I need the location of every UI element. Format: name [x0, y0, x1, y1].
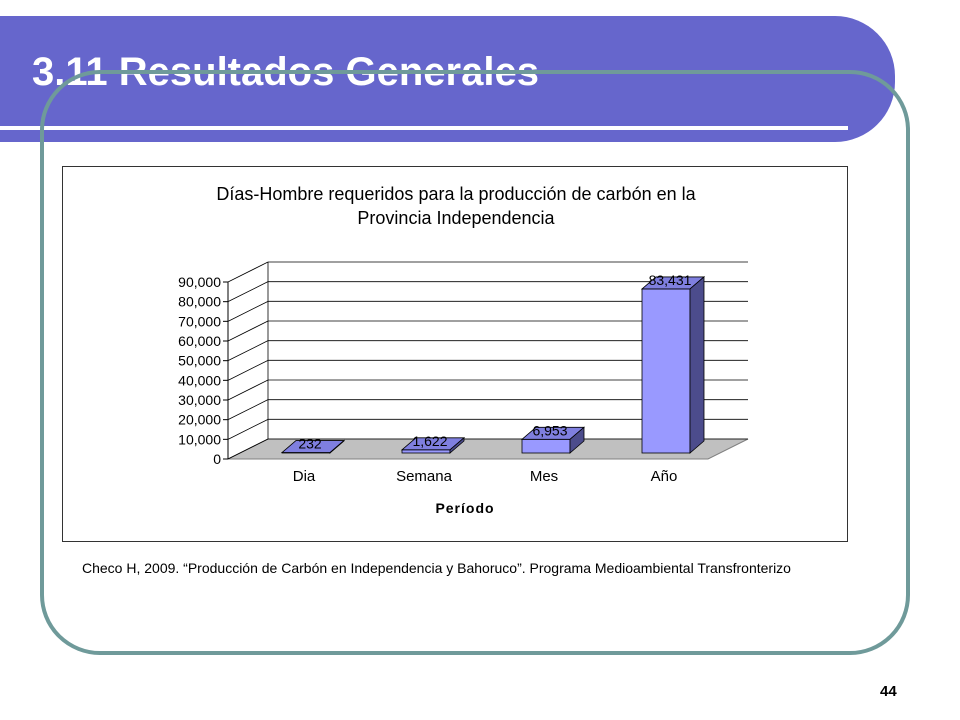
gridline-depth — [227, 320, 269, 342]
gridline-depth — [227, 261, 269, 283]
bars-group — [280, 276, 706, 454]
gridline-depth — [227, 418, 269, 440]
y-tick-label: 0 — [213, 451, 221, 467]
bar-chart: Días-Hombre requeridos para la producció… — [178, 184, 749, 516]
gridline-depth — [227, 300, 269, 322]
bar-front — [641, 288, 691, 454]
title-underline — [0, 126, 848, 130]
gridline-depth — [227, 281, 269, 303]
gridline-depth — [227, 379, 269, 401]
y-tick-label: 20,000 — [178, 412, 221, 428]
y-tick-label: 10,000 — [178, 431, 221, 447]
gridline-depth — [227, 399, 269, 421]
chart-title-line2: Provincia Independencia — [357, 208, 555, 228]
bar-value-label: 83,431 — [649, 272, 692, 288]
bar-front — [401, 449, 451, 454]
y-tick-label: 30,000 — [178, 392, 221, 408]
source-citation: Checo H, 2009. “Producción de Carbón en … — [82, 560, 791, 576]
bar-side — [329, 439, 345, 454]
gridline-depth — [227, 340, 269, 362]
chart-container: Días-Hombre requeridos para la producció… — [62, 166, 848, 542]
y-axis-group: 0 10,000 20,000 30,000 40,000 50,000 60,000 70,… — [178, 262, 269, 467]
x-category-label: Mes — [530, 468, 558, 485]
bar-side — [569, 426, 585, 454]
bar-value-label: 232 — [298, 436, 322, 452]
bar-side — [689, 276, 705, 454]
bar-value-label: 1,622 — [412, 433, 447, 449]
y-tick-label: 60,000 — [178, 333, 221, 349]
page-number: 44 — [880, 683, 897, 700]
title-bar — [0, 16, 895, 142]
gridline-depth — [227, 359, 269, 381]
gridline-depth — [227, 438, 269, 460]
chart-title-line1: Días-Hombre requeridos para la producció… — [216, 184, 696, 204]
bar-side — [449, 436, 465, 454]
y-tick-label: 70,000 — [178, 313, 221, 329]
bar-front — [521, 438, 571, 454]
labels-group: 232 Dia 1,622 Semana 6,953 Mes 83,431 Año — [293, 272, 692, 485]
bar-value-label: 6,953 — [532, 422, 567, 438]
y-tick-label: 90,000 — [178, 274, 221, 290]
y-tick-label: 40,000 — [178, 372, 221, 388]
y-tick-label: 80,000 — [178, 294, 221, 310]
x-category-label: Año — [651, 468, 678, 485]
x-category-label: Semana — [396, 468, 453, 485]
x-axis-label: Período — [435, 500, 494, 516]
y-tick-label: 50,000 — [178, 353, 221, 369]
slide-frame — [40, 70, 910, 655]
x-category-label: Dia — [293, 468, 316, 485]
